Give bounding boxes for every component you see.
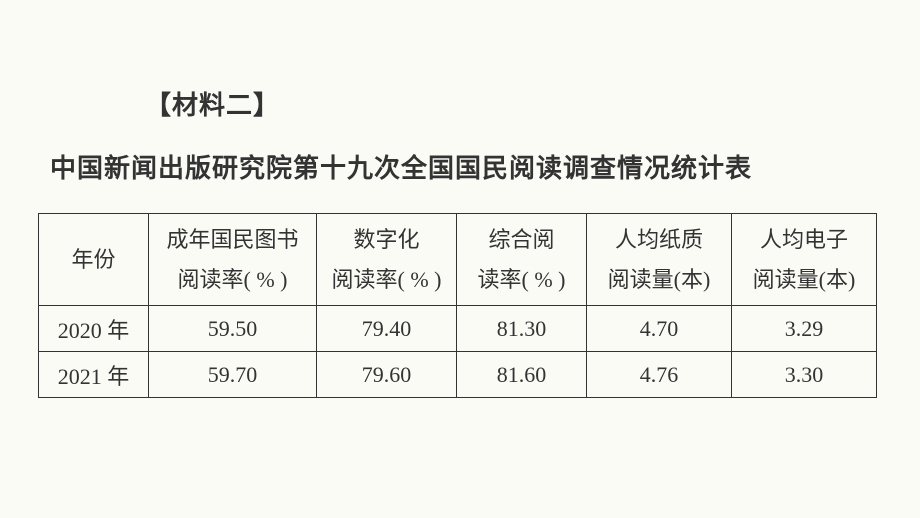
header-comprehensive-reading-rate: 综合阅 读率( % ) [457,214,587,306]
cell-value: 81.30 [457,306,587,352]
table-row: 2021 年 59.70 79.60 81.60 4.76 3.30 [39,352,877,398]
cell-value: 4.76 [587,352,732,398]
cell-value: 79.60 [317,352,457,398]
header-avg-paper-reading: 人均纸质 阅读量(本) [587,214,732,306]
header-year: 年份 [39,214,149,306]
cell-year: 2020 年 [39,306,149,352]
table-header-row: 年份 成年国民图书 阅读率( % ) 数字化 阅读率( % ) 综合阅 读率( … [39,214,877,306]
cell-value: 4.70 [587,306,732,352]
section-label: 【材料二】 [145,85,920,122]
document-content: 【材料二】 中国新闻出版研究院第十九次全国国民阅读调查情况统计表 年份 成年国民… [0,0,920,398]
cell-value: 59.70 [149,352,317,398]
cell-value: 3.29 [732,306,877,352]
cell-value: 81.60 [457,352,587,398]
header-cell-text: 成年国民图书 [151,220,314,260]
header-cell-text: 阅读量(本) [734,260,874,300]
header-cell-text: 阅读率( % ) [151,260,314,300]
header-cell-text: 人均电子 [734,220,874,260]
header-cell-text: 阅读率( % ) [319,260,454,300]
header-digital-reading-rate: 数字化 阅读率( % ) [317,214,457,306]
cell-value: 3.30 [732,352,877,398]
header-cell-text: 读率( % ) [459,260,584,300]
cell-value: 59.50 [149,306,317,352]
statistics-table: 年份 成年国民图书 阅读率( % ) 数字化 阅读率( % ) 综合阅 读率( … [38,213,877,398]
cell-year: 2021 年 [39,352,149,398]
header-cell-text: 年份 [41,240,146,280]
header-avg-ebook-reading: 人均电子 阅读量(本) [732,214,877,306]
header-cell-text: 人均纸质 [589,220,729,260]
table-wrapper: 年份 成年国民图书 阅读率( % ) 数字化 阅读率( % ) 综合阅 读率( … [38,213,882,398]
header-adult-book-reading-rate: 成年国民图书 阅读率( % ) [149,214,317,306]
header-cell-text: 阅读量(本) [589,260,729,300]
cell-value: 79.40 [317,306,457,352]
header-cell-text: 数字化 [319,220,454,260]
table-row: 2020 年 59.50 79.40 81.30 4.70 3.29 [39,306,877,352]
table-title: 中国新闻出版研究院第十九次全国国民阅读调查情况统计表 [50,148,920,185]
header-cell-text: 综合阅 [459,220,584,260]
